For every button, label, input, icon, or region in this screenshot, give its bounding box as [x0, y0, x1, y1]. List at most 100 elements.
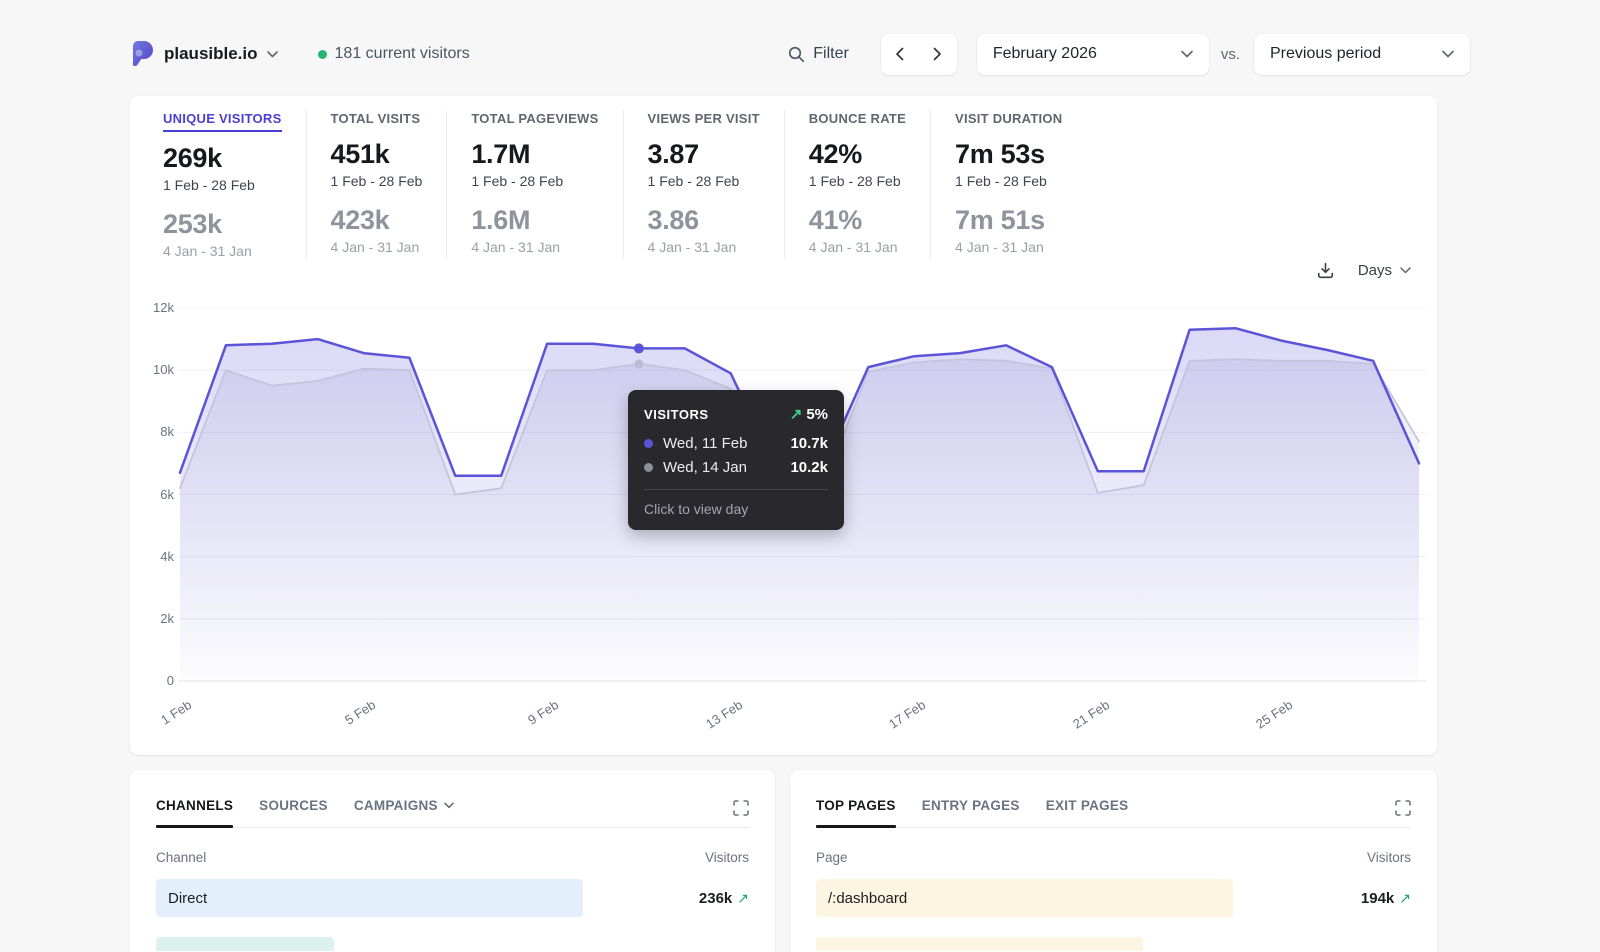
stat-label: TOTAL PAGEVIEWS — [471, 111, 599, 126]
trend-up-icon: ↗ — [737, 889, 749, 906]
y-axis-tick: 6k — [160, 486, 174, 502]
stat-period: 1 Feb - 28 Feb — [330, 173, 423, 189]
current-marker-dot — [633, 343, 644, 354]
stat-period: 1 Feb - 28 Feb — [647, 173, 740, 189]
filter-button[interactable]: Filter — [788, 45, 849, 63]
list-item-value: 236k ↗ — [699, 890, 749, 907]
tab-label: ENTRY PAGES — [921, 798, 1020, 813]
stat-label: VISIT DURATION — [955, 111, 1063, 126]
comparison-label: Previous period — [1270, 45, 1382, 62]
stat-value: 451k — [330, 139, 390, 169]
trend-up-icon: ↗ — [789, 406, 803, 423]
list-item-name: /:dashboard — [828, 889, 908, 907]
chevron-down-icon — [443, 802, 454, 809]
site-name: plausible.io — [164, 44, 258, 63]
x-axis-tick: 13 Feb — [702, 697, 745, 732]
visitors-chart[interactable]: VISITORS ↗ 5% Wed, 11 Feb 10.7k Wed, 14 Ja… — [148, 300, 1428, 748]
list-item-bar — [816, 879, 1233, 917]
date-range-label: February 2026 — [992, 45, 1097, 62]
stat-value: 269k — [163, 143, 222, 173]
tab-entry-pages[interactable]: ENTRY PAGES — [922, 798, 1020, 827]
stats-row: UNIQUE VISITORS 269k 1 Feb - 28 Feb 253k 4 J… — [163, 110, 1086, 259]
stat-value: 1.7M — [471, 139, 531, 169]
tooltip-row-value: 10.2k — [790, 459, 828, 476]
panel-column-headers: Channel Visitors — [156, 850, 749, 865]
interval-picker[interactable]: Days — [1358, 262, 1411, 279]
plausible-logo-icon — [130, 41, 155, 67]
value-text: 236k — [698, 889, 733, 907]
top-bar: plausible.io 181 current visitors Filter… — [130, 30, 1470, 78]
prev-marker-dot — [634, 359, 644, 369]
trend-up-icon: ↗ — [1399, 889, 1411, 906]
stat-prev-value: 7m 51s — [955, 205, 1045, 235]
previous-period-arrow-button[interactable] — [885, 34, 915, 75]
column-header-name: Page — [816, 850, 848, 865]
legend-dot-icon — [644, 439, 653, 448]
y-axis-tick: 10k — [153, 362, 174, 378]
stat-label: VIEWS PER VISIT — [647, 111, 760, 126]
interval-label: Days — [1357, 262, 1392, 279]
stat-period: 1 Feb - 28 Feb — [163, 177, 255, 193]
panel-tabs: CHANNELS SOURCES CAMPAIGNS — [156, 798, 749, 828]
tooltip-row: Wed, 11 Feb 10.7k — [644, 435, 828, 452]
chevron-down-icon — [266, 50, 278, 58]
y-axis-tick: 8k — [160, 424, 174, 440]
tab-exit-pages[interactable]: EXIT PAGES — [1046, 798, 1129, 827]
download-icon[interactable] — [1317, 262, 1334, 279]
next-row-peek — [816, 937, 1144, 951]
y-axis-tick: 0 — [166, 673, 174, 688]
stat-prev-value: 423k — [330, 205, 390, 235]
date-range-picker[interactable]: February 2026 — [976, 33, 1209, 75]
y-axis-tick: 4k — [160, 548, 174, 564]
stat-prev-value: 3.86 — [647, 205, 700, 235]
list-item[interactable]: /:dashboard 194k ↗ — [816, 879, 1411, 917]
current-visitors-label: 181 current visitors — [334, 45, 470, 62]
tab-campaigns[interactable]: CAMPAIGNS — [354, 798, 454, 827]
site-switcher[interactable]: plausible.io — [130, 41, 278, 67]
tooltip-title: VISITORS — [644, 406, 709, 422]
tab-channels[interactable]: CHANNELS — [156, 798, 234, 828]
chevron-down-icon — [1181, 50, 1193, 58]
legend-dot-icon — [644, 463, 653, 472]
x-axis-tick: 5 Feb — [341, 697, 378, 728]
stat-views-per-visit[interactable]: VIEWS PER VISIT 3.87 1 Feb - 28 Feb 3.86 4 J… — [624, 110, 785, 259]
list-item-bar — [156, 879, 583, 917]
next-row-peek — [156, 937, 334, 951]
column-header-name: Channel — [156, 850, 207, 865]
stat-bounce-rate[interactable]: BOUNCE RATE 42% 1 Feb - 28 Feb 41% 4 Jan - 3… — [785, 110, 932, 259]
stat-value: 42% — [808, 139, 862, 169]
stat-visit-duration[interactable]: VISIT DURATION 7m 53s 1 Feb - 28 Feb 7m 51s… — [931, 110, 1086, 259]
tooltip-row-value: 10.7k — [790, 435, 828, 452]
y-axis-tick: 2k — [160, 610, 174, 626]
stat-prev-period: 4 Jan - 31 Jan — [330, 239, 420, 255]
current-visitors[interactable]: 181 current visitors — [317, 45, 470, 63]
stat-total-pageviews[interactable]: TOTAL PAGEVIEWS 1.7M 1 Feb - 28 Feb 1.6M 4 J… — [447, 110, 624, 259]
comparison-picker[interactable]: Previous period — [1254, 33, 1470, 75]
stat-value: 3.87 — [647, 139, 700, 169]
tab-sources[interactable]: SOURCES — [259, 798, 328, 827]
filter-label: Filter — [813, 45, 849, 62]
stat-label: BOUNCE RATE — [808, 111, 907, 126]
panel-rows: /:dashboard 194k ↗ — [816, 879, 1411, 951]
chart-tooltip[interactable]: VISITORS ↗ 5% Wed, 11 Feb 10.7k Wed, 14 Ja… — [628, 390, 844, 530]
panel-tabs: TOP PAGES ENTRY PAGES EXIT PAGES — [816, 798, 1411, 828]
stat-total-visits[interactable]: TOTAL VISITS 451k 1 Feb - 28 Feb 423k 4 Jan … — [307, 110, 448, 259]
stat-prev-value: 1.6M — [471, 205, 531, 235]
tooltip-row-label: Wed, 14 Jan — [663, 459, 747, 476]
list-item[interactable]: Direct 236k ↗ — [156, 879, 749, 917]
expand-icon[interactable] — [733, 798, 749, 816]
x-axis-tick: 25 Feb — [1253, 697, 1296, 732]
vs-label: vs. — [1220, 45, 1240, 63]
stat-prev-period: 4 Jan - 31 Jan — [163, 243, 252, 259]
search-icon — [788, 46, 805, 63]
stat-unique-visitors[interactable]: UNIQUE VISITORS 269k 1 Feb - 28 Feb 253k 4 J… — [163, 110, 307, 259]
expand-icon[interactable] — [1395, 798, 1411, 816]
y-axis-tick: 12k — [153, 300, 174, 315]
next-period-arrow-button[interactable] — [923, 34, 953, 75]
tooltip-rows: Wed, 11 Feb 10.7k Wed, 14 Jan 10.2k — [644, 435, 828, 476]
tooltip-change-value: 5% — [806, 405, 828, 423]
tab-top-pages[interactable]: TOP PAGES — [816, 798, 896, 828]
tooltip-row: Wed, 14 Jan 10.2k — [644, 459, 828, 476]
value-text: 194k — [1360, 889, 1395, 907]
x-axis-tick: 21 Feb — [1069, 697, 1112, 732]
